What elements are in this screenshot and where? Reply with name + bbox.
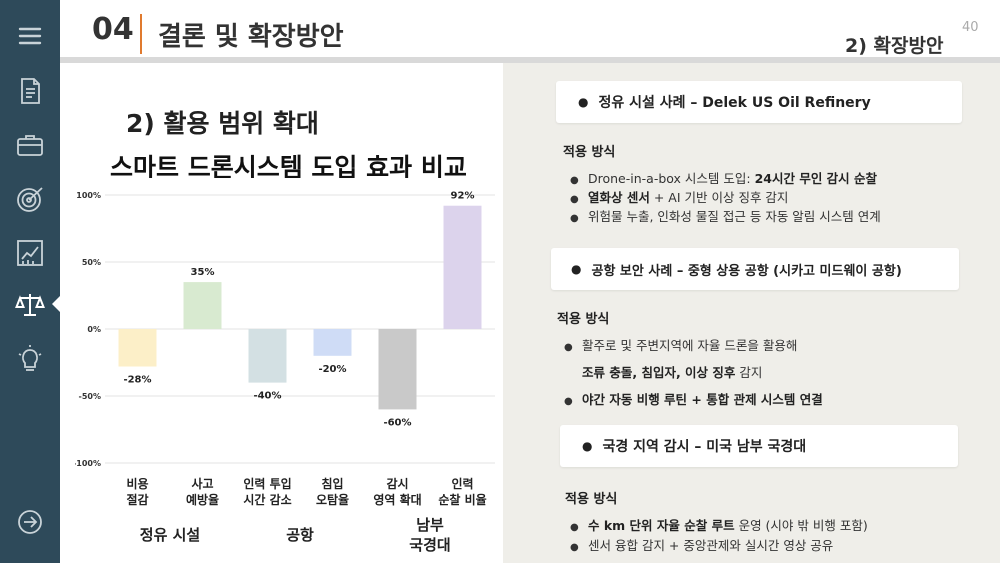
data-label: -20% [318,364,346,375]
scales-icon[interactable] [11,286,49,324]
y-tick-label: 100% [76,191,101,200]
bullet-text: + AI 기반 이상 징후 감지 [649,190,789,205]
arrow-circle-icon[interactable] [11,503,49,541]
target-icon[interactable] [11,180,49,218]
bullet-dot: ● [570,542,579,553]
group-label: 공항 [286,526,314,544]
sidebar [0,0,61,563]
data-label: -60% [383,417,411,428]
bar [443,205,482,329]
bullet-bold-text: 수 km 단위 자율 순찰 루트 [588,518,735,533]
list-item: ● 야간 자동 비행 루틴 + 통합 관제 시스템 연결 [564,389,823,408]
case-card-airport: ● 공항 보안 사례 – 중형 상용 공항 (시카고 미드웨이 공항) [551,248,959,290]
header-rule [60,57,1000,63]
y-tick-label: -100% [75,459,101,468]
header-divider [140,14,142,54]
bullet-dot: ● [570,522,579,533]
method-label: 적용 방식 [557,312,610,327]
active-indicator [52,295,61,313]
group-label: 남부 국경대 [409,516,451,554]
bar [118,329,157,367]
category-label: 비용 절감 [126,477,149,507]
case-card-refinery: ● 정유 시설 사례 – Delek US Oil Refinery [556,81,962,123]
category-label: 침입 오탐율 [315,477,350,507]
bullet-dot: ● [570,175,579,186]
bullet-dot: ● [578,95,589,109]
bullet-dot: ● [564,396,573,407]
bar [248,329,287,383]
method-label: 적용 방식 [565,492,618,507]
case-card-border: ● 국경 지역 감시 – 미국 남부 국경대 [560,425,958,467]
chart-title: 스마트 드론시스템 도입 효과 비교 [110,153,467,182]
bullet-text: Drone-in-a-box 시스템 도입: [588,171,755,186]
y-tick-label: 50% [82,258,101,267]
case-title: 정유 시설 사례 – Delek US Oil Refinery [598,95,871,111]
category-label: 사고 예방율 [185,477,220,507]
chart-background [75,178,503,478]
page-number: 40 [962,20,979,35]
data-label: 35% [191,267,215,278]
method-label: 적용 방식 [563,145,616,160]
bullet-text: 감지 [735,365,763,380]
list-item: ● Drone-in-a-box 시스템 도입: 24시간 무인 감시 순찰 [570,168,877,187]
bar-chart: 100% 50% 0% -50% -100% -28% 35% -40% -20% -60% 92% [75,191,495,468]
y-tick-label: 0% [87,325,101,334]
bullet-dot: ● [582,439,593,453]
bullet-bold-text: 열화상 센서 [588,190,650,205]
bullet-bold-text: 24시간 무인 감시 순찰 [754,171,878,186]
bar [378,329,417,410]
bullet-dot: ● [571,262,582,276]
list-item: ● 열화상 센서 + AI 기반 이상 징후 감지 [570,187,788,206]
category-label: 감시 영역 확대 [373,477,422,507]
category-label: 인력 순찰 비율 [438,477,487,507]
category-label: 인력 투입 시간 감소 [243,477,292,507]
section-label: 2) 확장방안 [845,35,944,57]
bullet-text: 운영 (시야 밖 비행 포함) [734,518,868,533]
y-tick-label: -50% [79,392,101,401]
list-item: ● 활주로 및 주변지역에 자율 드론을 활용해 [564,335,797,354]
bar [313,329,352,356]
list-item: ● 센서 융합 감지 + 중앙관제와 실시간 영상 공유 [570,535,833,554]
case-title: 공항 보안 사례 – 중형 상용 공항 (시카고 미드웨이 공항) [591,263,902,279]
left-title: 2) 활용 범위 확대 [126,109,319,138]
bullet-text: 위험물 누출, 인화성 물질 접근 등 자동 알림 시스템 연계 [588,209,881,224]
menu-icon[interactable] [11,17,49,55]
bullet-text: 센서 융합 감지 + 중앙관제와 실시간 영상 공유 [588,538,834,553]
data-label: -40% [253,391,281,402]
group-label: 정유 시설 [139,526,201,544]
data-label: 92% [451,191,475,202]
case-title: 국경 지역 감시 – 미국 남부 국경대 [602,439,807,455]
briefcase-icon[interactable] [11,126,49,164]
bullet-dot: ● [570,194,579,205]
bullet-dot: ● [570,213,579,224]
lightbulb-icon[interactable] [11,340,49,378]
right-panel [503,63,1000,563]
document-icon[interactable] [11,72,49,110]
list-item: ● 수 km 단위 자율 순찰 루트 운영 (시야 밖 비행 포함) [570,515,868,534]
bullet-bold-text: 조류 충돌, 침입자, 이상 징후 [582,365,736,380]
section-number: 04 [92,12,134,47]
list-item: ● 위험물 누출, 인화성 물질 접근 등 자동 알림 시스템 연계 [570,206,881,225]
bullet-dot: ● [564,342,573,353]
bar [183,282,222,329]
bullet-text: 활주로 및 주변지역에 자율 드론을 활용해 [582,338,798,353]
chart-icon[interactable] [11,234,49,272]
page-title: 결론 및 확장방안 [158,22,344,52]
bullet-bold-text: 야간 자동 비행 루틴 + 통합 관제 시스템 연결 [582,392,823,407]
data-label: -28% [123,375,151,386]
list-item: 조류 충돌, 침입자, 이상 징후 감지 [582,362,762,381]
